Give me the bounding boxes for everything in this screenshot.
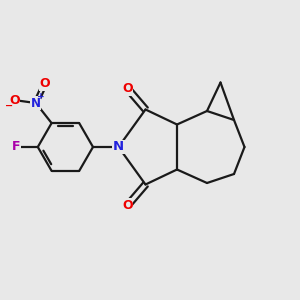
- Text: N: N: [113, 140, 124, 154]
- Text: −: −: [5, 101, 13, 111]
- Text: F: F: [12, 140, 20, 154]
- Text: O: O: [40, 77, 50, 90]
- Text: +: +: [37, 92, 45, 101]
- Text: N: N: [31, 97, 41, 110]
- Text: O: O: [122, 199, 133, 212]
- Text: O: O: [122, 82, 133, 95]
- Text: O: O: [9, 94, 20, 106]
